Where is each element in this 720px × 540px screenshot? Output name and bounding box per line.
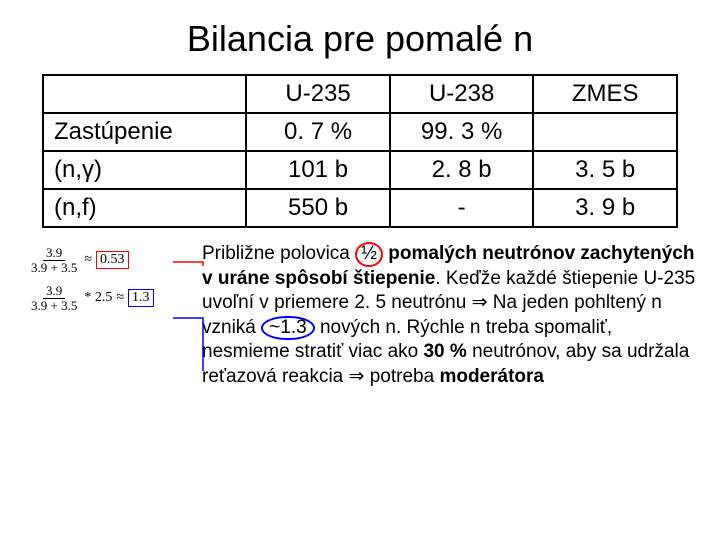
eq2-approx: ≈ (116, 290, 124, 306)
table-header-row: U-235 U-238 ZMES (43, 75, 677, 113)
eq1-result: 0.53 (96, 251, 129, 269)
yield-marker: ~1.3 (261, 316, 315, 341)
cell: 101 b (246, 151, 390, 189)
cell: 99. 3 % (390, 113, 534, 151)
cell: - (390, 189, 534, 227)
p-tilde: ~ (269, 317, 280, 338)
eq1-num: 3.9 (43, 246, 65, 261)
header-u238: U-238 (390, 75, 534, 113)
table-row: (n,f) 550 b - 3. 9 b (43, 189, 677, 227)
p-pct: 30 % (423, 341, 466, 362)
header-zmes: ZMES (533, 75, 677, 113)
page-title: Bilancia pre pomalé n (0, 0, 720, 74)
p-t7: potreba (364, 366, 439, 387)
eq-yield: 3.9 3.9 + 3.5 * 2.5 ≈ 1.3 (28, 284, 188, 312)
eq2-times: * 2.5 (84, 290, 112, 306)
header-empty (43, 75, 246, 113)
eq2-den: 3.9 + 3.5 (28, 299, 80, 313)
cell: 0. 7 % (246, 113, 390, 151)
cell: 2. 8 b (390, 151, 534, 189)
row-label: (n,γ) (43, 151, 246, 189)
cell: 550 b (246, 189, 390, 227)
row-label: Zastúpenie (43, 113, 246, 151)
half-marker: ½ (355, 242, 383, 267)
table-row: (n,γ) 101 b 2. 8 b 3. 5 b (43, 151, 677, 189)
data-table: U-235 U-238 ZMES Zastúpenie 0. 7 % 99. 3… (42, 74, 678, 228)
cell: 3. 9 b (533, 189, 677, 227)
eq2-result: 1.3 (128, 289, 154, 307)
p-v13: 1.3 (280, 317, 306, 338)
eq-half: 3.9 3.9 + 3.5 ≈ 0.53 (28, 246, 188, 274)
equations-block: 3.9 3.9 + 3.5 ≈ 0.53 3.9 3.9 + 3.5 * 2.5… (28, 246, 188, 323)
p-t1: Približne polovica (202, 243, 355, 264)
cell (533, 113, 677, 151)
row-label: (n,f) (43, 189, 246, 227)
p-mod: moderátora (439, 366, 544, 387)
cell: 3. 5 b (533, 151, 677, 189)
implies-icon: ⇒ (349, 366, 365, 387)
header-u235: U-235 (246, 75, 390, 113)
bottom-section: 3.9 3.9 + 3.5 ≈ 0.53 3.9 3.9 + 3.5 * 2.5… (0, 242, 720, 389)
paragraph: Približne polovica ½ pomalých neutrónov … (188, 242, 700, 389)
eq2-num: 3.9 (43, 284, 65, 299)
eq1-den: 3.9 + 3.5 (28, 261, 80, 275)
table-row: Zastúpenie 0. 7 % 99. 3 % (43, 113, 677, 151)
eq1-approx: ≈ (84, 252, 92, 268)
implies-icon: ⇒ (472, 292, 488, 313)
